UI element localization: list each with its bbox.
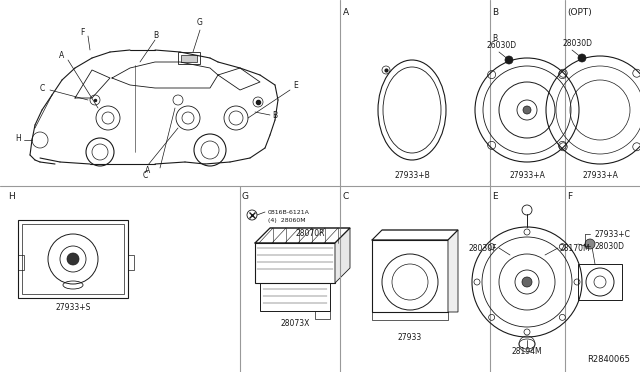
- Text: 28170M: 28170M: [560, 244, 591, 253]
- Text: 28073X: 28073X: [280, 318, 310, 327]
- Circle shape: [523, 106, 531, 114]
- Text: H: H: [15, 134, 21, 142]
- Text: E: E: [492, 192, 498, 201]
- Circle shape: [522, 277, 532, 287]
- Text: A: A: [60, 51, 65, 60]
- Text: 27933+A: 27933+A: [582, 170, 618, 180]
- Polygon shape: [255, 228, 350, 243]
- Circle shape: [585, 239, 595, 249]
- Bar: [178, 52, 200, 64]
- Bar: [372, 240, 448, 312]
- Text: A: A: [145, 166, 150, 174]
- Bar: [128, 255, 134, 270]
- Text: 28194M: 28194M: [512, 347, 542, 356]
- Circle shape: [578, 54, 586, 62]
- Bar: [315, 311, 330, 319]
- Polygon shape: [448, 230, 458, 312]
- Bar: [22, 224, 124, 294]
- Text: 27933+S: 27933+S: [55, 304, 91, 312]
- Text: 27933+B: 27933+B: [394, 170, 430, 180]
- Text: 26030D: 26030D: [487, 41, 517, 49]
- Text: 27933: 27933: [398, 333, 422, 341]
- Text: F: F: [567, 192, 572, 201]
- Text: C: C: [142, 170, 148, 180]
- Text: C: C: [40, 83, 45, 93]
- Bar: [181, 55, 197, 62]
- Text: H: H: [8, 192, 15, 201]
- Text: E: E: [294, 80, 298, 90]
- Text: G: G: [242, 192, 249, 201]
- Text: 28030D: 28030D: [563, 38, 593, 48]
- Text: 28070R: 28070R: [295, 228, 324, 237]
- Bar: [255, 243, 335, 283]
- Text: C: C: [343, 192, 349, 201]
- Circle shape: [505, 56, 513, 64]
- Text: 27933+C: 27933+C: [595, 230, 631, 238]
- Bar: [18, 220, 128, 298]
- Polygon shape: [335, 228, 350, 283]
- Bar: [578, 264, 622, 300]
- Bar: [260, 283, 330, 311]
- Text: B: B: [492, 33, 497, 42]
- Text: 0816B-6121A: 0816B-6121A: [268, 209, 310, 215]
- Text: R2840065: R2840065: [587, 356, 630, 365]
- Text: B: B: [273, 110, 278, 119]
- Text: 27933+A: 27933+A: [509, 170, 545, 180]
- Text: 28030F: 28030F: [468, 244, 497, 253]
- Text: (OPT): (OPT): [567, 7, 592, 16]
- Text: G: G: [197, 17, 203, 26]
- Text: 28030D: 28030D: [595, 241, 625, 250]
- Text: F: F: [80, 28, 84, 36]
- Polygon shape: [372, 230, 458, 240]
- Text: B: B: [492, 7, 498, 16]
- Bar: [18, 255, 24, 270]
- Text: B: B: [154, 31, 159, 39]
- Text: A: A: [343, 7, 349, 16]
- Bar: [372, 312, 448, 320]
- Text: (4)  28060M: (4) 28060M: [268, 218, 306, 222]
- Circle shape: [67, 253, 79, 265]
